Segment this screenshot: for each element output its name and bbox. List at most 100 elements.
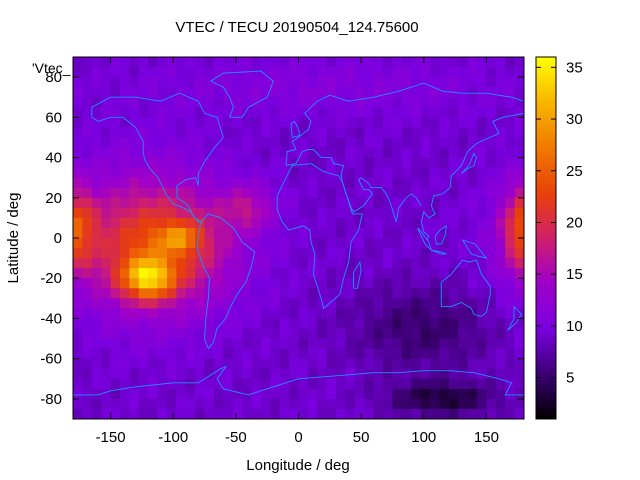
heatmap-cell	[383, 258, 394, 269]
heatmap-cell	[307, 248, 318, 259]
heatmap-cell	[477, 278, 488, 289]
heatmap-cell	[467, 187, 478, 199]
heatmap-cell	[514, 127, 524, 139]
heatmap-cell	[138, 258, 149, 269]
heatmap-cell	[505, 177, 516, 189]
heatmap-cell	[307, 227, 318, 239]
heatmap-cell	[383, 348, 394, 360]
heatmap-cell	[148, 117, 159, 128]
heatmap-cell	[439, 348, 450, 360]
heatmap-cell	[82, 238, 93, 249]
heatmap-cell	[307, 137, 318, 149]
heatmap-cell	[110, 288, 121, 299]
heatmap-cell	[467, 318, 478, 330]
heatmap-cell	[260, 358, 271, 370]
x-axis: -150 -100 -50 0 50 100 150	[96, 57, 499, 446]
heatmap-cell	[270, 258, 281, 269]
heatmap-cell	[232, 187, 243, 199]
heatmap-cell	[448, 147, 459, 159]
heatmap-cell	[251, 358, 262, 370]
heatmap-cell	[411, 288, 422, 299]
heatmap-cell	[101, 107, 112, 118]
heatmap-cell	[354, 117, 365, 128]
heatmap-cell	[392, 408, 403, 419]
heatmap-cell	[383, 107, 394, 118]
heatmap-cell	[495, 187, 506, 199]
heatmap-cell	[91, 268, 102, 279]
heatmap-cell	[270, 127, 281, 139]
heatmap-cell	[289, 97, 300, 108]
heatmap-cell	[514, 398, 524, 410]
heatmap-cell	[195, 97, 206, 108]
heatmap-cell	[486, 388, 497, 400]
heatmap-cell	[119, 207, 130, 219]
heatmap-cell	[439, 238, 450, 249]
heatmap-cell	[213, 238, 224, 249]
heatmap-cell	[392, 358, 403, 370]
heatmap-cell	[514, 288, 524, 299]
heatmap-cell	[195, 288, 206, 299]
heatmap-cell	[260, 378, 271, 390]
heatmap-cell	[138, 187, 149, 199]
heatmap-cell	[420, 318, 431, 330]
heatmap-cell	[148, 288, 159, 299]
heatmap-cell	[101, 207, 112, 219]
heatmap-cell	[514, 77, 524, 88]
heatmap-cell	[166, 368, 177, 380]
heatmap-cell	[289, 308, 300, 320]
heatmap-cell	[138, 227, 149, 239]
heatmap-cell	[401, 408, 412, 419]
heatmap-cell	[110, 127, 121, 139]
heatmap-cell	[477, 117, 488, 128]
heatmap-cell	[242, 358, 253, 370]
heatmap-cell	[345, 227, 356, 239]
heatmap-cell	[401, 388, 412, 400]
heatmap-cell	[514, 207, 524, 219]
heatmap-cell	[336, 318, 347, 330]
heatmap-cell	[204, 388, 215, 400]
heatmap-cell	[185, 77, 196, 88]
heatmap-cell	[204, 97, 215, 108]
coastline-path	[209, 70, 274, 118]
heatmap-cell	[213, 328, 224, 340]
heatmap-cell	[307, 97, 318, 108]
heatmap-cell	[260, 278, 271, 289]
heatmap-cell	[354, 57, 365, 68]
heatmap-cell	[317, 258, 328, 269]
heatmap-cell	[458, 97, 469, 108]
heatmap-cell	[354, 268, 365, 279]
heatmap-cell	[373, 97, 384, 108]
heatmap-cell	[439, 338, 450, 350]
heatmap-cell	[260, 227, 271, 239]
heatmap-cell	[373, 137, 384, 149]
heatmap-cell	[101, 197, 112, 209]
heatmap-cell	[420, 278, 431, 289]
heatmap-cell	[430, 77, 441, 88]
heatmap-cell	[411, 238, 422, 249]
heatmap-cell	[495, 137, 506, 149]
heatmap-cell	[336, 147, 347, 159]
heatmap-cell	[157, 358, 168, 370]
heatmap-cell	[336, 328, 347, 340]
heatmap-cell	[448, 177, 459, 189]
heatmap-cell	[336, 258, 347, 269]
heatmap-cell	[129, 97, 140, 108]
heatmap-cell	[495, 117, 506, 128]
heatmap-cell	[448, 358, 459, 370]
heatmap-cell	[251, 328, 262, 340]
heatmap-cell	[242, 207, 253, 219]
heatmap-cell	[392, 298, 403, 309]
heatmap-cell	[364, 368, 375, 380]
heatmap-cell	[401, 147, 412, 159]
heatmap-cell	[232, 398, 243, 410]
heatmap-cell	[467, 398, 478, 410]
heatmap-cell	[242, 157, 253, 169]
heatmap-cell	[420, 197, 431, 209]
heatmap-cell	[326, 328, 337, 340]
heatmap-cell	[505, 57, 516, 68]
heatmap-cell	[298, 358, 309, 370]
heatmap-cell	[336, 288, 347, 299]
heatmap-cell	[486, 338, 497, 350]
heatmap-cell	[505, 348, 516, 360]
heatmap-cell	[448, 378, 459, 390]
